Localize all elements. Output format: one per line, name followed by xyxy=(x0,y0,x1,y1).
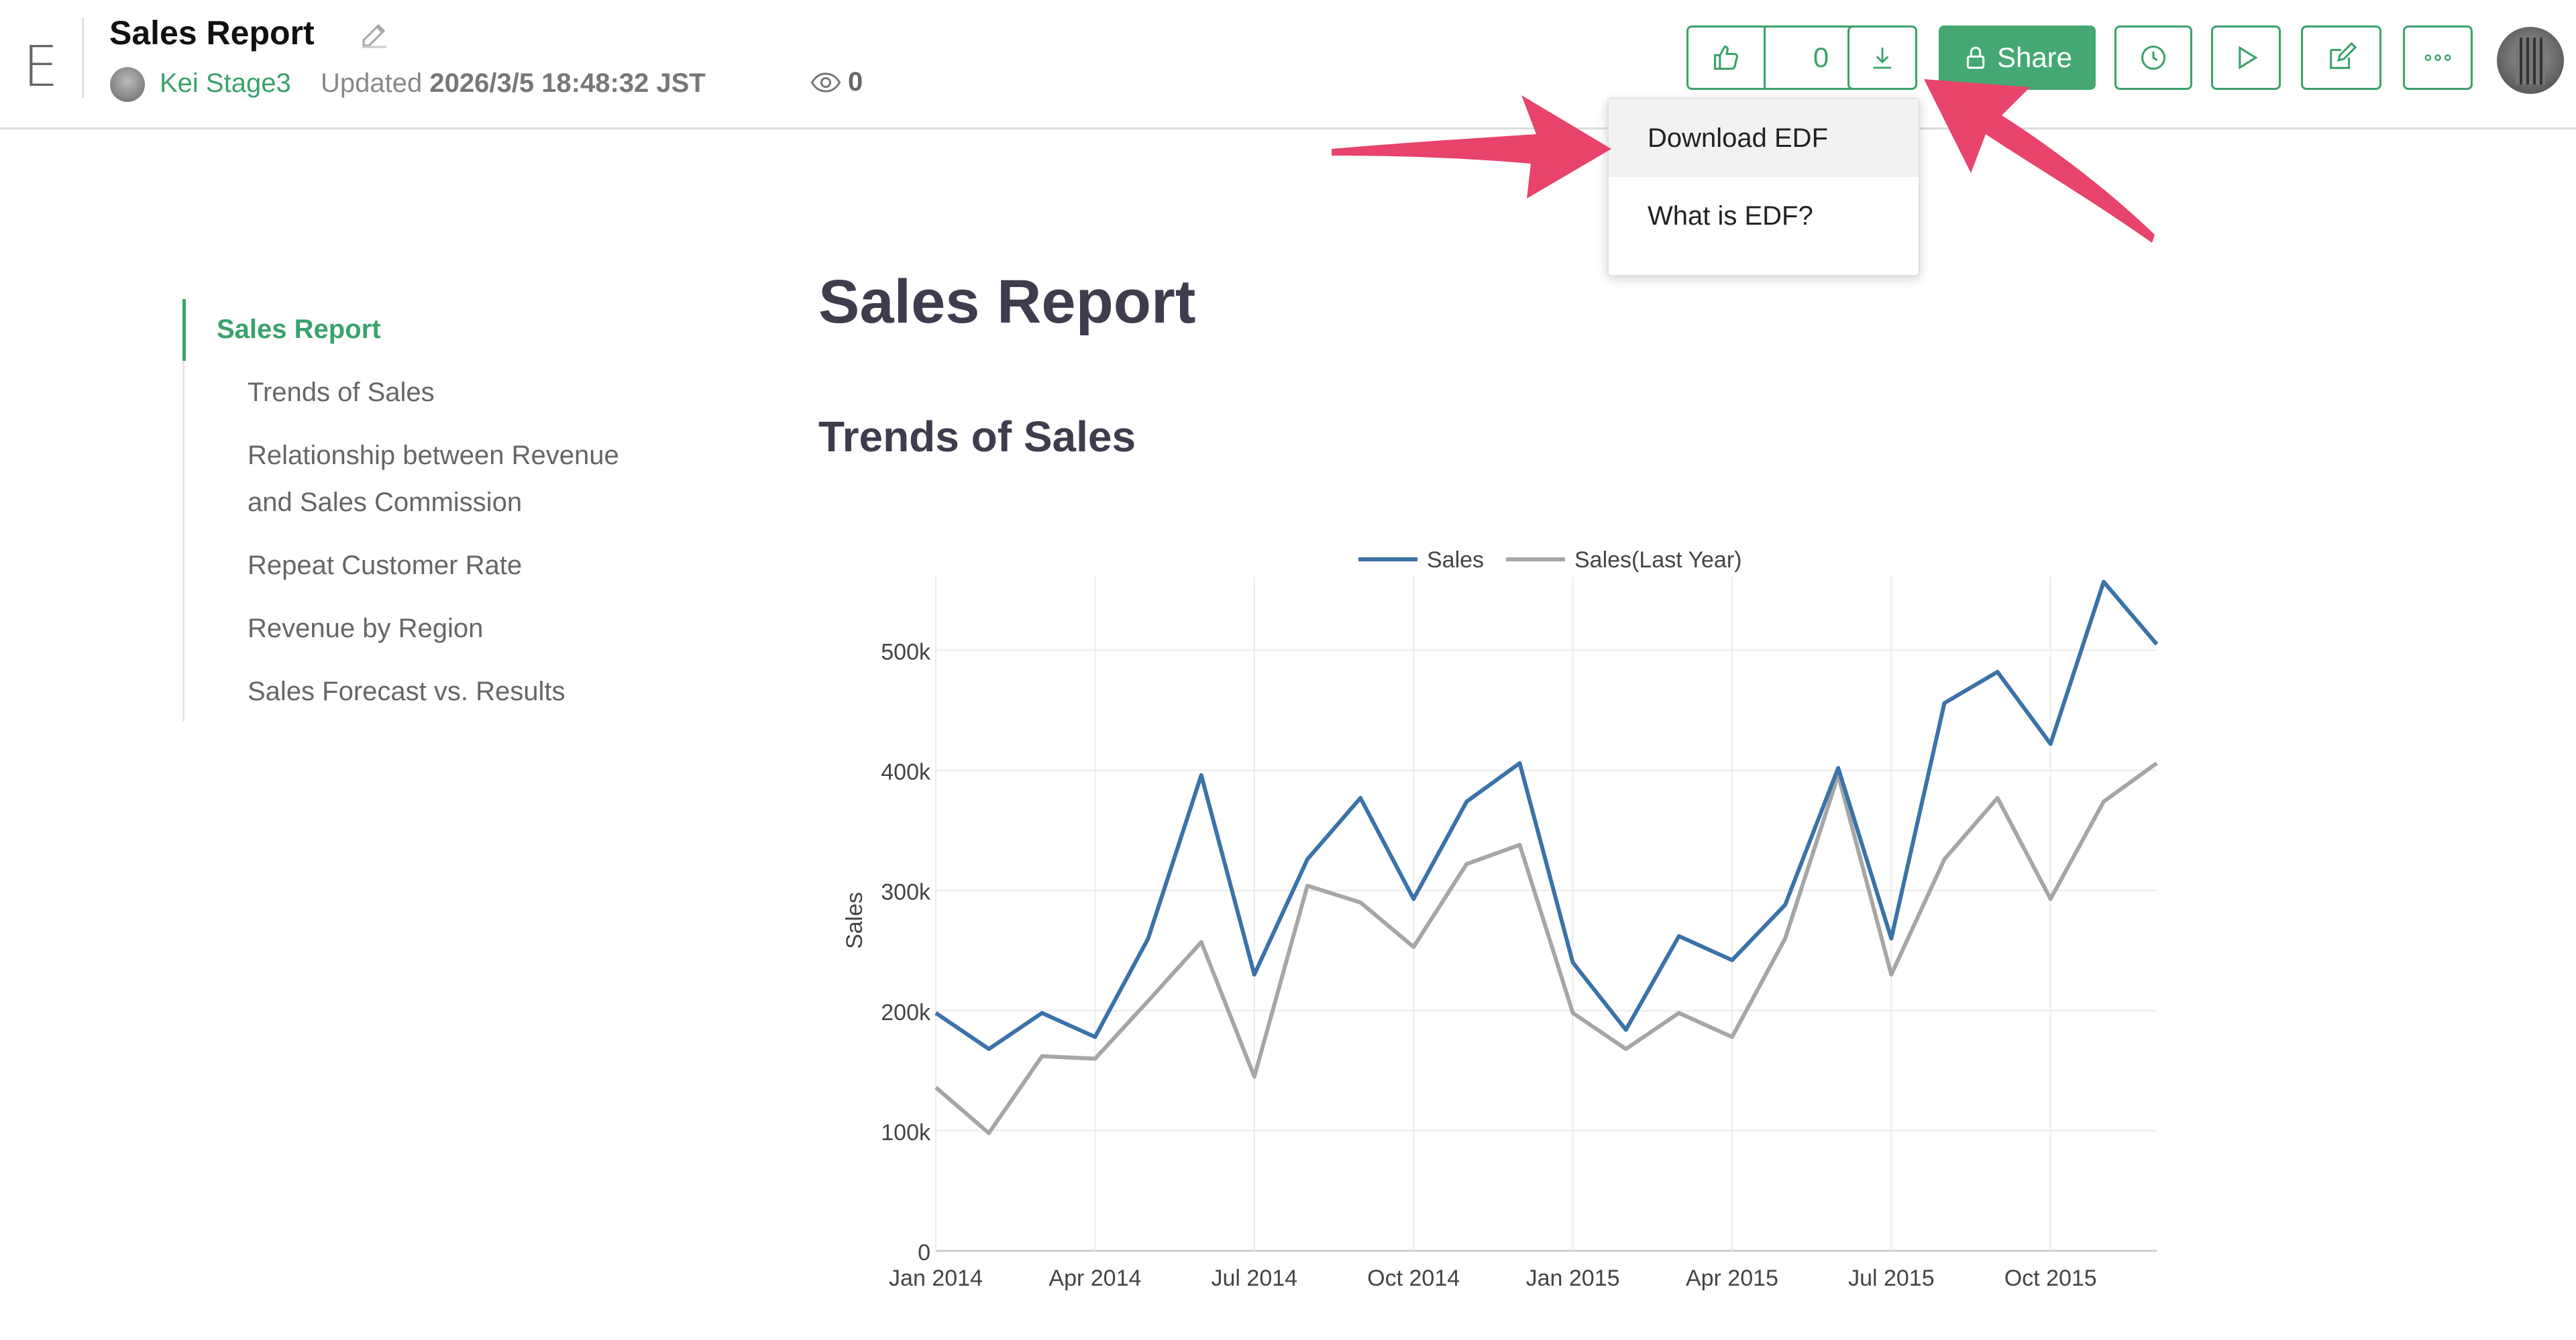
section-heading-trends: Trends of Sales xyxy=(818,412,1136,461)
sales-line-chart: 0 100k 200k 300k 400k 500k Jan 2014 Apr 2014 Jul… xyxy=(842,547,2159,1291)
top-bar: E Sales Report Kei Stage3 Updated 2026/3… xyxy=(0,0,2576,129)
user-avatar[interactable] xyxy=(110,67,145,102)
updated-prefix: Updated xyxy=(321,68,423,98)
download-edf-item[interactable]: Download EDF xyxy=(1609,99,1919,177)
presentation-button[interactable] xyxy=(2211,25,2281,90)
download-button[interactable] xyxy=(1847,25,1917,90)
toc-item-revenue-by-region[interactable]: Revenue by Region xyxy=(248,614,484,643)
series-line-sales xyxy=(934,579,2159,1052)
x-tick-label: Oct 2015 xyxy=(2004,1266,2097,1291)
share-label: Share xyxy=(1996,42,2073,73)
x-tick-label: Jul 2015 xyxy=(1848,1266,1935,1291)
updated-info: Updated 2026/3/5 18:48:32 JST xyxy=(321,68,706,99)
edit-button[interactable] xyxy=(2301,25,2381,90)
page-title: Sales Report xyxy=(109,14,315,52)
toc-item-relationship-line2[interactable]: and Sales Commission xyxy=(248,488,523,517)
divider xyxy=(82,17,84,98)
what-is-edf-item[interactable]: What is EDF? xyxy=(1648,201,1813,231)
x-tick-label: Oct 2014 xyxy=(1367,1266,1460,1291)
more-icon xyxy=(2424,54,2451,61)
x-tick-label: Jan 2014 xyxy=(889,1266,983,1291)
view-count-value: 0 xyxy=(848,67,863,97)
y-tick-label: 500k xyxy=(881,640,931,665)
like-count: 0 xyxy=(1813,42,1829,73)
legend-label: Sales(Last Year) xyxy=(1574,547,1742,573)
x-tick-label: Jan 2015 xyxy=(1526,1266,1620,1291)
eye-icon xyxy=(810,72,841,93)
edit-title-icon[interactable] xyxy=(358,19,390,51)
lock-icon xyxy=(1966,46,1985,69)
toc-active-indicator xyxy=(182,299,186,361)
x-tick-label: Jul 2014 xyxy=(1212,1266,1298,1291)
toc-item-repeat-customer-rate[interactable]: Repeat Customer Rate xyxy=(248,551,523,580)
y-tick-label: 300k xyxy=(881,880,931,905)
report-heading: Sales Report xyxy=(818,268,1196,336)
download-icon xyxy=(1873,48,1892,69)
y-tick-label: 0 xyxy=(918,1240,930,1266)
toc-item-sales-forecast[interactable]: Sales Forecast vs. Results xyxy=(248,677,566,706)
edit-icon xyxy=(2330,42,2357,69)
toc-item-sales-report[interactable]: Sales Report xyxy=(217,315,381,344)
author-link[interactable]: Kei Stage3 xyxy=(160,68,291,98)
share-button[interactable]: Share xyxy=(1939,25,2096,90)
toc-item-trends-of-sales[interactable]: Trends of Sales xyxy=(248,378,435,407)
series-line-sales-last-year xyxy=(934,761,2158,1135)
x-tick-label: Apr 2015 xyxy=(1686,1266,1778,1291)
table-of-contents: Sales Report Trends of Sales Relationshi… xyxy=(182,299,654,722)
view-count: 0 xyxy=(810,67,863,97)
account-avatar[interactable] xyxy=(2497,27,2564,94)
toc-item-relationship-line1[interactable]: Relationship between Revenue xyxy=(248,441,619,470)
y-tick-label: 100k xyxy=(881,1120,931,1146)
clock-icon xyxy=(2141,45,2166,70)
more-options-button[interactable] xyxy=(2403,25,2473,90)
like-button-group: 0 xyxy=(1686,25,1878,90)
updated-time: 2026/3/5 18:48:32 JST xyxy=(429,68,706,98)
thumbs-up-icon xyxy=(1713,45,1738,70)
y-tick-label: 400k xyxy=(881,760,931,785)
legend-label: Sales xyxy=(1427,547,1484,573)
y-tick-label: 200k xyxy=(881,1000,931,1025)
like-button[interactable] xyxy=(1688,27,1766,88)
x-tick-label: Apr 2014 xyxy=(1049,1266,1141,1291)
app-logo[interactable]: E xyxy=(23,34,59,99)
download-dropdown: Download EDF What is EDF? xyxy=(1607,98,1920,276)
play-icon xyxy=(2239,46,2258,70)
history-button[interactable] xyxy=(2114,25,2192,90)
y-axis-label: Sales xyxy=(842,892,867,949)
